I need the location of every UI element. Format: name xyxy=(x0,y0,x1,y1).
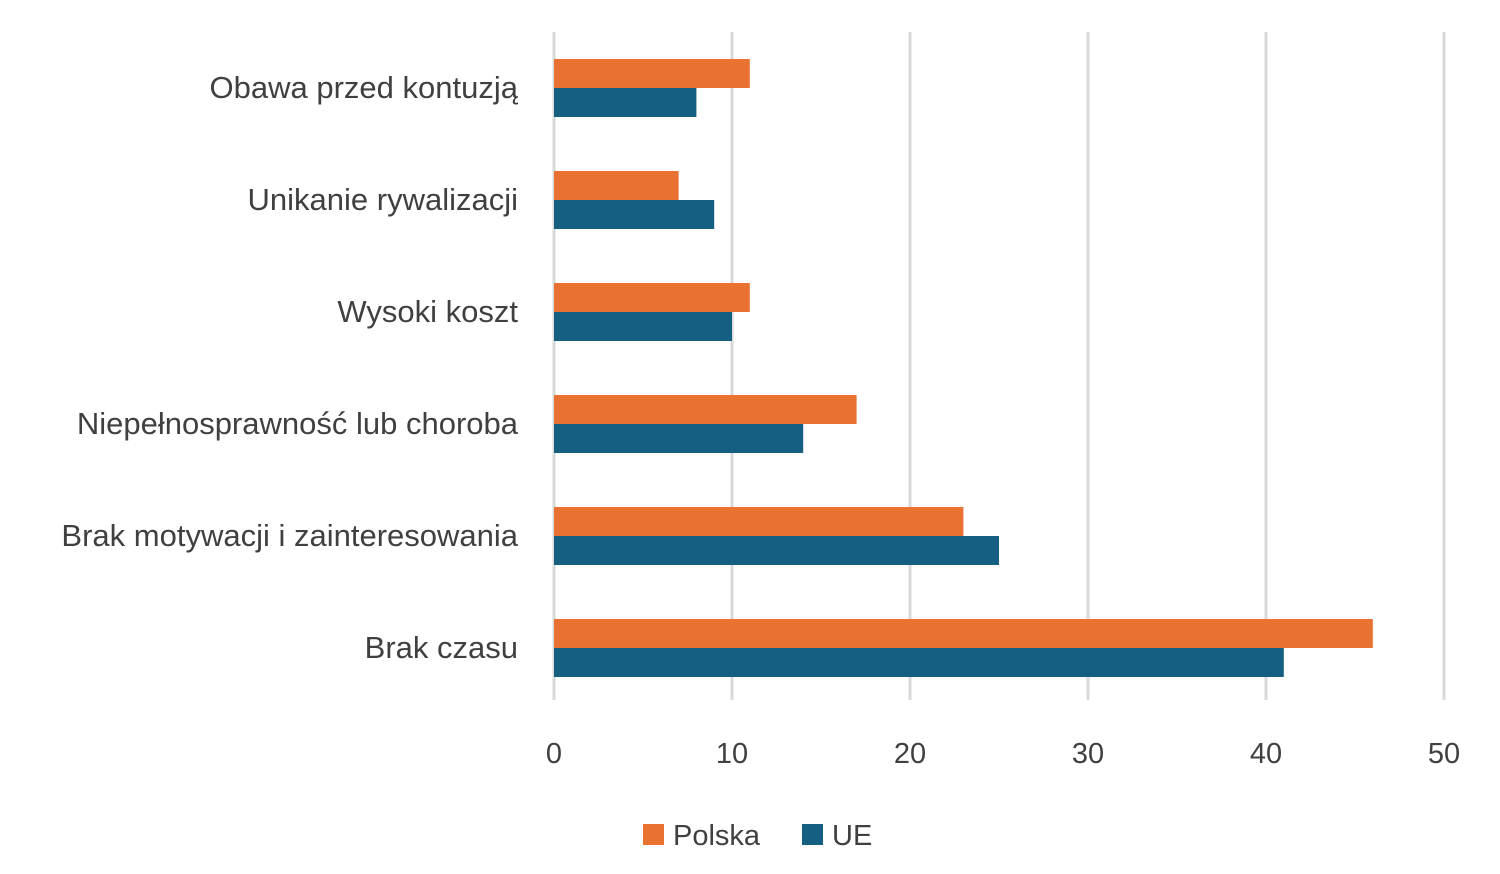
category-label: Brak motywacji i zainteresowania xyxy=(61,518,518,553)
legend-swatch xyxy=(802,824,823,845)
category-label: Brak czasu xyxy=(365,630,518,665)
legend-label: Polska xyxy=(673,820,761,852)
bar-polska xyxy=(554,59,750,88)
x-tick-label: 40 xyxy=(1250,738,1282,770)
bar-ue xyxy=(554,424,804,453)
category-label: Unikanie rywalizacji xyxy=(248,182,518,217)
gridlines xyxy=(552,32,1446,700)
bar-polska xyxy=(554,619,1373,648)
bar-polska xyxy=(554,283,750,312)
x-tick-label: 20 xyxy=(894,738,926,770)
x-tick-label: 10 xyxy=(716,738,748,770)
legend-label: UE xyxy=(832,820,872,852)
legend-swatch xyxy=(643,824,664,845)
category-label: Wysoki koszt xyxy=(337,294,518,329)
x-tick-label: 0 xyxy=(546,738,562,770)
bar-polska xyxy=(554,395,857,424)
bar-ue xyxy=(554,312,732,341)
bar-ue xyxy=(554,648,1284,677)
bar-polska xyxy=(554,171,679,200)
bar-polska xyxy=(554,507,964,536)
category-label: Niepełnosprawność lub choroba xyxy=(77,406,519,441)
bar-ue xyxy=(554,536,999,565)
x-axis-ticks: 0 10 20 30 40 50 xyxy=(546,738,1460,770)
bars xyxy=(554,59,1373,677)
x-tick-label: 30 xyxy=(1072,738,1104,770)
bar-ue xyxy=(554,200,715,229)
category-label: Obawa przed kontuzją xyxy=(210,70,519,105)
bar-ue xyxy=(554,88,697,117)
x-tick-label: 50 xyxy=(1428,738,1460,770)
category-labels: Obawa przed kontuzją Unikanie rywalizacji… xyxy=(61,70,518,665)
legend: Polska UE xyxy=(643,820,872,852)
